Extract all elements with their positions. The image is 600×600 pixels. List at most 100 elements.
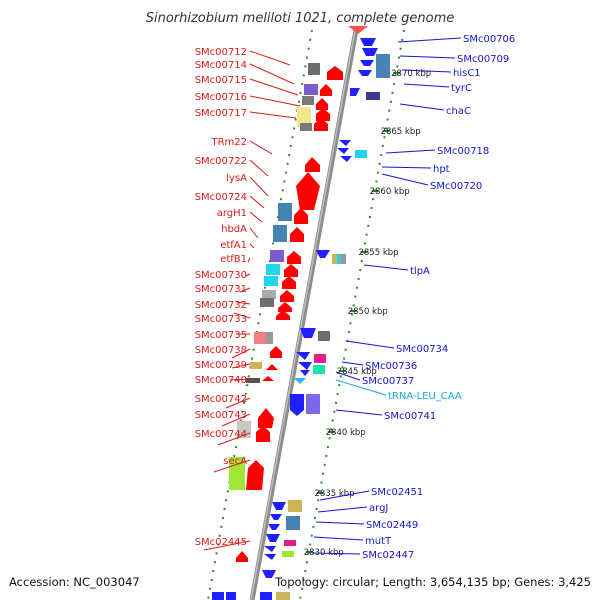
gene-label[interactable]: tlpA bbox=[410, 266, 430, 277]
gene-arrow bbox=[314, 118, 328, 131]
gene-block bbox=[254, 332, 266, 344]
gene-label[interactable]: SMc00722 bbox=[195, 156, 247, 167]
label-leader-line bbox=[247, 257, 251, 263]
forward-strand-features bbox=[212, 26, 368, 600]
gene-label[interactable]: SMc00709 bbox=[457, 54, 509, 65]
gene-arrow bbox=[358, 70, 372, 76]
gene-block bbox=[250, 362, 262, 369]
gene-label[interactable]: SMc00717 bbox=[195, 108, 247, 119]
gene-label[interactable]: SMc00724 bbox=[195, 192, 247, 203]
label-leader-line bbox=[203, 540, 251, 551]
gene-block bbox=[264, 276, 278, 286]
label-leader-line bbox=[249, 211, 263, 223]
gene-label[interactable]: SMc00718 bbox=[437, 146, 489, 157]
gene-arrow bbox=[360, 60, 374, 66]
gene-label[interactable]: SMc00742 bbox=[195, 394, 247, 405]
gene-label[interactable]: etfB1 bbox=[220, 254, 247, 265]
gene-arrow bbox=[316, 98, 328, 110]
label-leader-line bbox=[229, 378, 251, 381]
gene-label[interactable]: hpt bbox=[433, 164, 450, 175]
trna-label[interactable]: tRNA-LEU_CAA bbox=[388, 391, 462, 402]
gene-label[interactable]: SMc02449 bbox=[366, 520, 418, 531]
gene-label[interactable]: secA bbox=[223, 456, 247, 467]
gene-label[interactable]: SMc00715 bbox=[195, 75, 247, 86]
gene-arrow bbox=[316, 250, 330, 258]
scale-tick-label: 2860 kbp bbox=[370, 187, 410, 197]
gene-label[interactable]: SMc02451 bbox=[371, 487, 423, 498]
gene-label[interactable]: SMc00744 bbox=[195, 429, 247, 440]
gene-label[interactable]: SMc00706 bbox=[463, 34, 515, 45]
gene-block bbox=[286, 516, 300, 530]
gene-label[interactable]: SMc02445 bbox=[195, 537, 247, 548]
gene-arrow bbox=[264, 554, 276, 560]
gene-label[interactable]: SMc00739 bbox=[195, 360, 247, 371]
gene-label[interactable]: lysA bbox=[226, 173, 247, 184]
label-leader-line bbox=[221, 413, 251, 427]
label-leader-line bbox=[245, 273, 251, 277]
gene-block bbox=[318, 331, 330, 341]
scale-tick-label: 2835 kbp bbox=[315, 489, 355, 499]
scale-tick-label: 2845 kbp bbox=[337, 367, 377, 377]
label-leader-line bbox=[249, 227, 259, 239]
gene-arrow bbox=[246, 460, 264, 490]
gene-arrow bbox=[272, 502, 286, 510]
gene-label[interactable]: hisC1 bbox=[453, 68, 481, 79]
gene-block bbox=[302, 96, 314, 105]
gene-label[interactable]: SMc00743 bbox=[195, 410, 247, 421]
gene-label[interactable]: SMc00731 bbox=[195, 284, 247, 295]
gene-block bbox=[262, 290, 276, 299]
gene-label[interactable]: SMc00737 bbox=[362, 376, 414, 387]
gene-arrow bbox=[266, 364, 278, 370]
right-gene-labels: SMc00706 SMc00709 hisC1 tyrC chaC SMc00718 hpt… bbox=[311, 34, 515, 561]
gene-block bbox=[300, 123, 312, 131]
gene-block bbox=[314, 354, 326, 363]
gene-label[interactable]: TRm22 bbox=[210, 137, 247, 148]
label-leader-line bbox=[249, 243, 255, 249]
gene-label[interactable]: SMc00730 bbox=[195, 270, 247, 281]
label-leader-line bbox=[341, 361, 364, 366]
gene-label[interactable]: SMc00733 bbox=[195, 314, 247, 325]
gene-block bbox=[304, 84, 318, 95]
label-leader-line bbox=[381, 166, 432, 169]
scale-tick-label: 2840 kbp bbox=[326, 428, 366, 438]
gene-arrow bbox=[266, 534, 280, 542]
gene-arrow bbox=[296, 172, 320, 210]
gene-label[interactable]: chaC bbox=[446, 106, 471, 117]
gene-label[interactable]: hbdA bbox=[221, 224, 247, 235]
gene-arrow bbox=[320, 84, 332, 96]
gene-label[interactable]: SMc00716 bbox=[195, 92, 247, 103]
label-leader-line bbox=[397, 37, 462, 43]
gene-label[interactable]: mutT bbox=[365, 536, 392, 547]
reverse-strand-guide bbox=[299, 29, 405, 600]
gene-arrow bbox=[339, 140, 351, 146]
gene-label[interactable]: SMc00734 bbox=[396, 344, 448, 355]
label-leader-line bbox=[225, 397, 251, 409]
left-gene-labels: SMc00712 SMc00714 SMc00715 SMc00716 SMc00717… bbox=[195, 47, 301, 551]
gene-label[interactable]: SMc00720 bbox=[430, 181, 482, 192]
gene-label[interactable]: SMc00714 bbox=[195, 60, 247, 71]
label-leader-line bbox=[315, 521, 365, 525]
gene-label[interactable]: etfA1 bbox=[220, 240, 247, 251]
gene-label[interactable]: SMc00738 bbox=[195, 345, 247, 356]
gene-label[interactable]: SMc00740 bbox=[195, 375, 247, 386]
label-leader-line bbox=[249, 95, 301, 107]
label-leader-line bbox=[217, 432, 251, 446]
gene-label[interactable]: SMc00712 bbox=[195, 47, 247, 58]
forward-strand-guide bbox=[207, 29, 313, 600]
label-leader-line bbox=[381, 173, 429, 186]
label-leader-line bbox=[317, 506, 368, 513]
gene-label[interactable]: argH1 bbox=[217, 208, 247, 219]
gene-arrow bbox=[287, 251, 301, 264]
gene-label[interactable]: argJ bbox=[369, 503, 388, 514]
gene-label[interactable]: SMc02447 bbox=[362, 550, 414, 561]
gene-label[interactable]: SMc00732 bbox=[195, 300, 247, 311]
gene-label[interactable]: SMc00736 bbox=[365, 361, 417, 372]
gene-arrow bbox=[362, 48, 378, 56]
gene-label[interactable]: tyrC bbox=[451, 83, 472, 94]
gene-block bbox=[337, 254, 341, 264]
gene-arrow bbox=[360, 38, 376, 46]
gene-label[interactable]: SMc00741 bbox=[384, 411, 436, 422]
gene-label[interactable]: SMc00735 bbox=[195, 330, 247, 341]
label-leader-line bbox=[399, 55, 456, 59]
